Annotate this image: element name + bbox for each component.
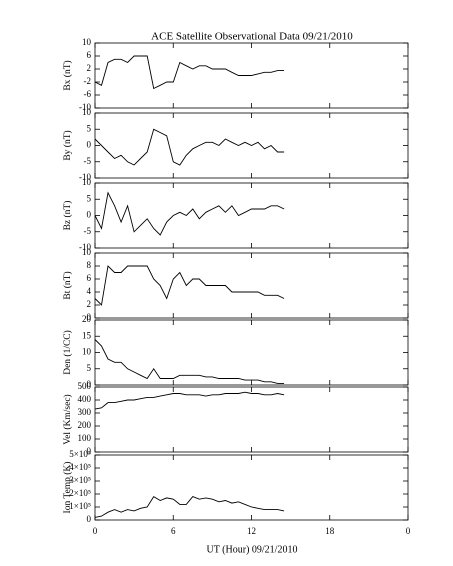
- y-tick-label: 5: [87, 363, 92, 373]
- y-tick-label: -10: [79, 102, 91, 112]
- y-tick-label: -10: [79, 242, 91, 252]
- y-tick-label: 5×10⁵: [69, 449, 91, 459]
- y-tick-label: 2: [87, 299, 92, 309]
- y-tick-label: 6: [87, 273, 92, 283]
- y-axis-label: Bt (nT): [62, 271, 73, 299]
- y-tick-label: 0: [87, 140, 92, 150]
- x-tick-label: 0: [93, 526, 98, 536]
- y-tick-label: 2×10⁵: [69, 488, 91, 498]
- data-line: [94, 339, 285, 384]
- y-axis-label: Den (1/CC): [62, 330, 73, 375]
- x-tick-label: 6: [171, 526, 176, 536]
- y-tick-label: 8: [87, 260, 92, 270]
- y-axis-label: Ion Temp (K): [62, 462, 73, 514]
- y-tick-label: -5: [84, 156, 92, 166]
- x-tick-label: 18: [325, 526, 335, 536]
- plot-frame: [94, 319, 409, 386]
- y-tick-label: 0: [87, 379, 92, 389]
- y-tick-label: 1×10⁵: [69, 501, 91, 511]
- data-line: [94, 191, 285, 236]
- plot-frame: [94, 182, 409, 249]
- y-tick-label: 6: [87, 50, 92, 60]
- y-tick-label: 10: [82, 37, 92, 47]
- y-tick-label: 2: [87, 63, 92, 73]
- y-tick-label: 200: [78, 420, 92, 430]
- plot-frame: [94, 252, 409, 319]
- data-line: [94, 55, 285, 90]
- y-tick-label: -6: [84, 89, 92, 99]
- x-tick-label: 0: [406, 526, 411, 536]
- x-tick-label: 12: [247, 526, 256, 536]
- y-tick-label: 0: [87, 210, 92, 220]
- y-axis-label: Bx (nT): [62, 60, 73, 90]
- chart-title: ACE Satellite Observational Data 09/21/2…: [151, 31, 353, 43]
- y-tick-label: 500: [78, 381, 92, 391]
- y-tick-label: 300: [78, 407, 92, 417]
- plot-frame: [94, 454, 409, 521]
- y-tick-label: -2: [84, 76, 92, 86]
- y-tick-label: 0: [87, 446, 92, 456]
- y-axis-label: Bz (nT): [62, 201, 73, 231]
- y-tick-label: 0: [87, 312, 92, 322]
- y-axis-label: Vel (Km/sec): [62, 394, 73, 444]
- y-tick-label: 15: [82, 330, 92, 340]
- x-axis-label: UT (Hour) 09/21/2010: [207, 544, 298, 555]
- data-line: [94, 265, 285, 306]
- data-line: [94, 391, 285, 410]
- data-line: [94, 495, 285, 518]
- y-tick-label: 4: [87, 286, 92, 296]
- y-tick-label: 4×10⁵: [69, 462, 91, 472]
- y-tick-label: -5: [84, 226, 92, 236]
- y-tick-label: 10: [82, 177, 92, 187]
- data-line: [94, 128, 285, 166]
- y-tick-label: 5: [87, 193, 92, 203]
- y-tick-label: 3×10⁵: [69, 475, 91, 485]
- plot-frame: [94, 386, 409, 453]
- y-tick-label: 10: [82, 107, 92, 117]
- y-tick-label: 400: [78, 394, 92, 404]
- y-tick-label: 5: [87, 123, 92, 133]
- y-tick-label: -10: [79, 172, 91, 182]
- y-axis-label: By (nT): [62, 130, 73, 160]
- y-tick-label: 100: [78, 433, 92, 443]
- y-tick-label: 10: [82, 347, 92, 357]
- y-tick-label: 10: [82, 247, 92, 257]
- y-tick-label: 20: [82, 314, 92, 324]
- y-tick-label: 0: [87, 514, 92, 524]
